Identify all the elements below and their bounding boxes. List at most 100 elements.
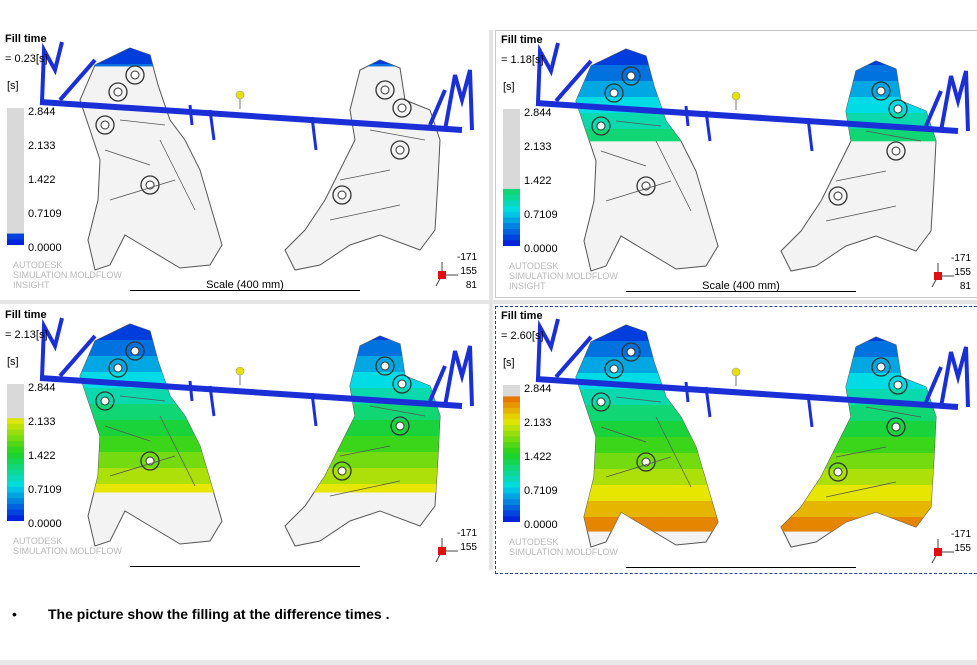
legend-segment [503,223,520,230]
legend-segment [503,154,520,161]
boss-hole [604,359,624,379]
legend-segment [503,131,520,139]
part-model-view[interactable] [0,30,487,298]
legend-segment [503,390,520,397]
legend-tick: 2.844 [28,382,56,394]
brand-line: INSIGHT [509,281,546,291]
fill-time-value: = 0.23[s] [5,53,48,65]
brand-line: AUTODESK [13,260,63,270]
rib-line [339,445,391,457]
boss-hole [332,461,352,481]
legend-segment [7,395,24,402]
legend-segment [7,503,24,511]
scale-bar [626,559,856,568]
result-grid: Fill time = 0.23[s] [s] 2.844 2.133 1.42… [0,30,977,574]
legend-segment [7,176,24,183]
result-pane-1[interactable]: Fill time = 0.23[s] [s] 2.844 2.133 1.42… [0,30,487,298]
fill-band [285,484,440,493]
boss-hole [392,98,412,118]
result-pane-4[interactable]: Fill time = 2.60[s] [s] 2.844 2.133 1.42… [495,306,977,574]
legend-segment [7,170,24,177]
legend-tick: 2.844 [524,383,552,395]
left-branch [58,58,97,102]
fill-band [576,501,718,518]
left-bracket-part [79,47,223,271]
legend-color-bar [503,385,520,522]
scale-label: Scale (400 mm) [206,279,284,291]
left-bracket-part [79,323,223,547]
legend-segment [503,385,520,392]
orientation-triad[interactable]: -171 155 [417,526,477,571]
left-sprue [40,41,64,103]
brand-line: AUTODESK [13,536,63,546]
legend-tick: 2.133 [524,417,552,429]
legend-segment [503,120,520,127]
orientation-triad[interactable]: -171 155 81 [911,251,971,296]
boss-hole [626,347,636,357]
part-model-view[interactable] [496,31,977,298]
fill-band [80,420,222,437]
legend-segment [7,227,24,235]
legend-segment [503,407,520,415]
legend-unit: [s] [503,357,515,369]
rib-line [865,130,922,142]
left-branch [554,59,593,103]
legend-segment [7,130,24,138]
legend-segment [7,108,24,115]
left-branch [554,335,593,379]
result-title: Fill time [501,310,543,322]
left-sprue [536,318,560,380]
boss-hole [100,396,110,406]
fill-band [576,341,718,358]
legend-segment [7,418,24,425]
injection-point-icon[interactable] [731,91,741,101]
injection-point-icon[interactable] [731,367,741,377]
injection-point-icon[interactable] [235,90,245,100]
legend-segment [7,509,24,516]
legend-segment [503,447,520,454]
scale-bar [130,558,360,567]
right-bracket-part [780,336,937,548]
legend-segment [7,113,24,120]
legend-segment [503,211,520,218]
axis-readout: -171 [456,528,477,539]
orientation-triad[interactable]: -171 155 [911,527,971,572]
fill-band [80,340,222,357]
rib-line [605,180,672,202]
legend-color-bar [7,108,24,245]
legend-segment [503,194,520,201]
fill-band [576,421,718,438]
fill-band [576,469,718,486]
legend-tick: 1.422 [524,175,552,187]
boss-hole [891,422,901,432]
scale-label: Scale (400 mm) [702,280,780,292]
part-model-view[interactable] [496,307,977,574]
boss-hole [876,362,886,372]
left-bracket-part [575,48,719,272]
boss-hole [392,374,412,394]
legend-segment [503,114,520,121]
legend-segment [503,206,520,213]
legend-segment [7,435,24,442]
brand-line: SIMULATION MOLDFLOW [509,271,618,281]
result-title: Fill time [501,34,543,46]
legend-segment [7,239,24,245]
legend-segment [503,442,520,449]
fill-band [285,452,440,469]
injection-point-icon[interactable] [235,366,245,376]
runner-drop [704,386,712,418]
boss-hole [100,120,110,130]
boss-hole [380,85,390,95]
legend-segment [503,166,520,173]
part-model-view[interactable] [0,306,487,574]
rib-line [369,129,426,141]
orientation-triad[interactable]: -171 155 81 [417,250,477,295]
result-pane-2[interactable]: Fill time = 1.18[s] [s] 2.844 2.133 1.42… [495,30,977,298]
result-pane-3[interactable]: Fill time = 2.13[s] [s] 2.844 2.133 1.42… [0,306,487,574]
boss-hole [125,341,145,361]
right-sprue [939,346,970,408]
runner-drop [188,380,194,402]
runner-system [535,318,970,428]
legend-segment [503,171,520,178]
legend-segment [503,160,520,167]
